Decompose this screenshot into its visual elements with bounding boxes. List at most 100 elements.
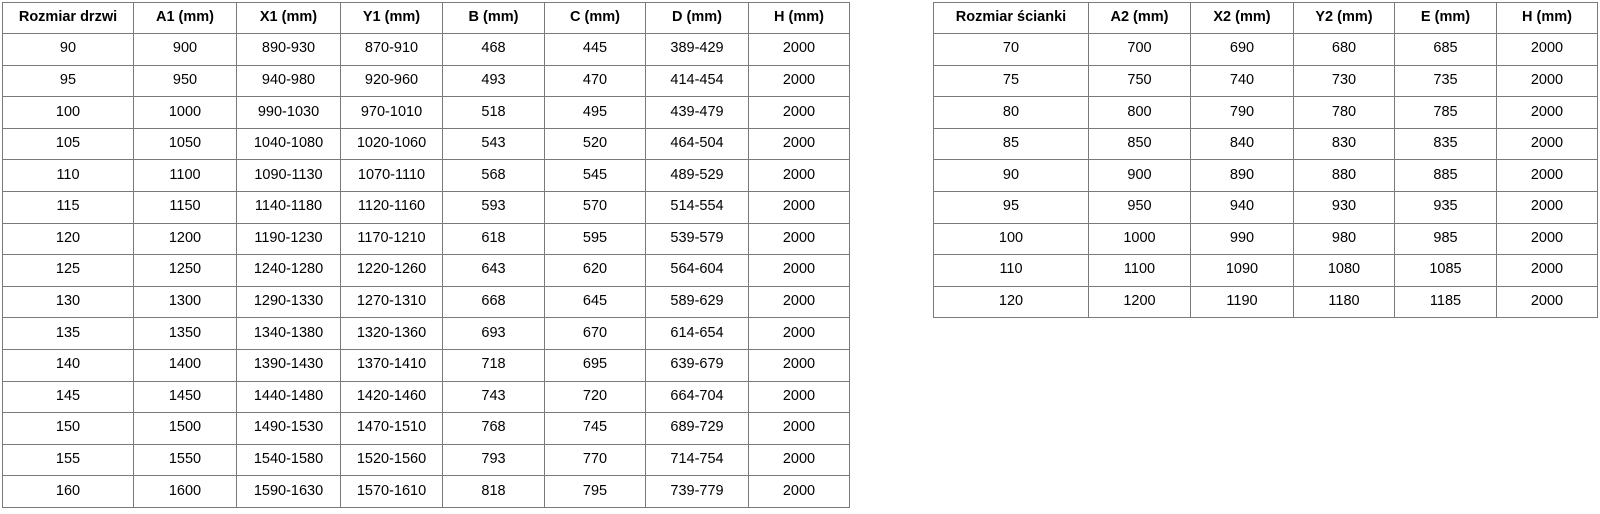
table-cell: 1090 bbox=[1190, 254, 1294, 287]
table-row: 75 750 740 730 735 2000 bbox=[933, 64, 1598, 98]
table-cell: 90 bbox=[933, 159, 1089, 192]
table-cell: 85 bbox=[933, 127, 1089, 161]
table-cell: 1140-1180 bbox=[236, 190, 341, 224]
table-cell: 664-704 bbox=[645, 380, 749, 414]
table-cell: 639-679 bbox=[645, 348, 749, 382]
table-cell: 414-454 bbox=[645, 64, 749, 98]
door-table-body: 90 900 890-930 870-910 468 445 389-429 2000 95 95… bbox=[2, 33, 850, 508]
table-cell: 618 bbox=[442, 222, 545, 256]
table-cell: 115 bbox=[2, 190, 134, 224]
table-cell: 90 bbox=[2, 33, 134, 66]
table-cell: 1000 bbox=[133, 96, 237, 129]
door-column-header-1: A1 (mm) bbox=[133, 2, 237, 34]
table-row: 150 1500 1490-1530 1470-1510 768 745 689-729 20… bbox=[2, 412, 850, 445]
table-cell: 985 bbox=[1394, 222, 1497, 256]
table-cell: 595 bbox=[544, 222, 646, 256]
table-cell: 614-654 bbox=[645, 317, 749, 350]
table-cell: 1590-1630 bbox=[236, 475, 341, 508]
table-cell: 489-529 bbox=[645, 159, 749, 192]
table-cell: 95 bbox=[2, 64, 134, 98]
table-cell: 645 bbox=[544, 285, 646, 319]
table-cell: 700 bbox=[1088, 33, 1191, 66]
table-cell: 1080 bbox=[1293, 254, 1395, 287]
table-row: 95 950 940-980 920-960 493 470 414-454 2000 bbox=[2, 64, 850, 98]
table-row: 160 1600 1590-1630 1570-1610 818 795 739-779 20… bbox=[2, 475, 850, 508]
table-cell: 1085 bbox=[1394, 254, 1497, 287]
table-cell: 1200 bbox=[133, 222, 237, 256]
table-row: 125 1250 1240-1280 1220-1260 643 620 564-604 20… bbox=[2, 254, 850, 287]
table-row: 110 1100 1090 1080 1085 2000 bbox=[933, 254, 1598, 287]
wall-column-header-3: Y2 (mm) bbox=[1293, 2, 1395, 34]
table-cell: 1070-1110 bbox=[340, 159, 443, 192]
wall-column-header-4: E (mm) bbox=[1394, 2, 1497, 34]
table-cell: 2000 bbox=[748, 190, 850, 224]
table-cell: 950 bbox=[133, 64, 237, 98]
table-cell: 1185 bbox=[1394, 285, 1497, 319]
table-cell: 740 bbox=[1190, 64, 1294, 98]
table-cell: 790 bbox=[1190, 96, 1294, 129]
table-cell: 970-1010 bbox=[340, 96, 443, 129]
table-cell: 514-554 bbox=[645, 190, 749, 224]
table-cell: 468 bbox=[442, 33, 545, 66]
table-cell: 900 bbox=[133, 33, 237, 66]
table-cell: 100 bbox=[2, 96, 134, 129]
table-cell: 1300 bbox=[133, 285, 237, 319]
table-cell: 464-504 bbox=[645, 127, 749, 161]
table-cell: 668 bbox=[442, 285, 545, 319]
table-cell: 850 bbox=[1088, 127, 1191, 161]
table-cell: 120 bbox=[933, 285, 1089, 319]
table-cell: 743 bbox=[442, 380, 545, 414]
table-cell: 1040-1080 bbox=[236, 127, 341, 161]
table-cell: 1240-1280 bbox=[236, 254, 341, 287]
table-cell: 1390-1430 bbox=[236, 348, 341, 382]
table-row: 100 1000 990 980 985 2000 bbox=[933, 222, 1598, 256]
table-cell: 795 bbox=[544, 475, 646, 508]
table-row: 105 1050 1040-1080 1020-1060 543 520 464-504 20… bbox=[2, 127, 850, 161]
table-header-row: Rozmiar drzwi A1 (mm) X1 (mm) Y1 (mm) B (mm)… bbox=[2, 2, 850, 34]
wall-column-header-0: Rozmiar ścianki bbox=[933, 2, 1089, 34]
table-cell: 1190-1230 bbox=[236, 222, 341, 256]
door-column-header-0: Rozmiar drzwi bbox=[2, 2, 134, 34]
table-cell: 493 bbox=[442, 64, 545, 98]
table-cell: 1570-1610 bbox=[340, 475, 443, 508]
table-cell: 768 bbox=[442, 412, 545, 445]
door-column-header-2: X1 (mm) bbox=[236, 2, 341, 34]
table-cell: 693 bbox=[442, 317, 545, 350]
table-cell: 714-754 bbox=[645, 443, 749, 477]
table-cell: 793 bbox=[442, 443, 545, 477]
table-cell: 75 bbox=[933, 64, 1089, 98]
table-cell: 735 bbox=[1394, 64, 1497, 98]
wall-table-body: 70 700 690 680 685 2000 75 750 740 730 735 2000 80 80… bbox=[933, 33, 1598, 319]
table-cell: 835 bbox=[1394, 127, 1497, 161]
table-cell: 800 bbox=[1088, 96, 1191, 129]
table-cell: 690 bbox=[1190, 33, 1294, 66]
door-column-header-7: H (mm) bbox=[748, 2, 850, 34]
table-cell: 593 bbox=[442, 190, 545, 224]
table-cell: 695 bbox=[544, 348, 646, 382]
table-cell: 685 bbox=[1394, 33, 1497, 66]
table-cell: 1000 bbox=[1088, 222, 1191, 256]
table-header-row: Rozmiar ścianki A2 (mm) X2 (mm) Y2 (mm) E (m… bbox=[933, 2, 1598, 34]
table-cell: 840 bbox=[1190, 127, 1294, 161]
table-cell: 1440-1480 bbox=[236, 380, 341, 414]
table-cell: 589-629 bbox=[645, 285, 749, 319]
wall-table-header: Rozmiar ścianki A2 (mm) X2 (mm) Y2 (mm) E (m… bbox=[933, 2, 1598, 34]
table-cell: 389-429 bbox=[645, 33, 749, 66]
table-cell: 1180 bbox=[1293, 285, 1395, 319]
table-cell: 2000 bbox=[748, 380, 850, 414]
table-cell: 2000 bbox=[748, 127, 850, 161]
table-cell: 110 bbox=[933, 254, 1089, 287]
table-row: 90 900 890-930 870-910 468 445 389-429 2000 bbox=[2, 33, 850, 66]
table-cell: 1190 bbox=[1190, 285, 1294, 319]
table-cell: 1450 bbox=[133, 380, 237, 414]
table-cell: 1100 bbox=[1088, 254, 1191, 287]
table-cell: 518 bbox=[442, 96, 545, 129]
wall-column-header-2: X2 (mm) bbox=[1190, 2, 1294, 34]
table-cell: 1170-1210 bbox=[340, 222, 443, 256]
table-cell: 890 bbox=[1190, 159, 1294, 192]
table-cell: 730 bbox=[1293, 64, 1395, 98]
table-cell: 445 bbox=[544, 33, 646, 66]
table-cell: 940-980 bbox=[236, 64, 341, 98]
table-cell: 2000 bbox=[748, 96, 850, 129]
